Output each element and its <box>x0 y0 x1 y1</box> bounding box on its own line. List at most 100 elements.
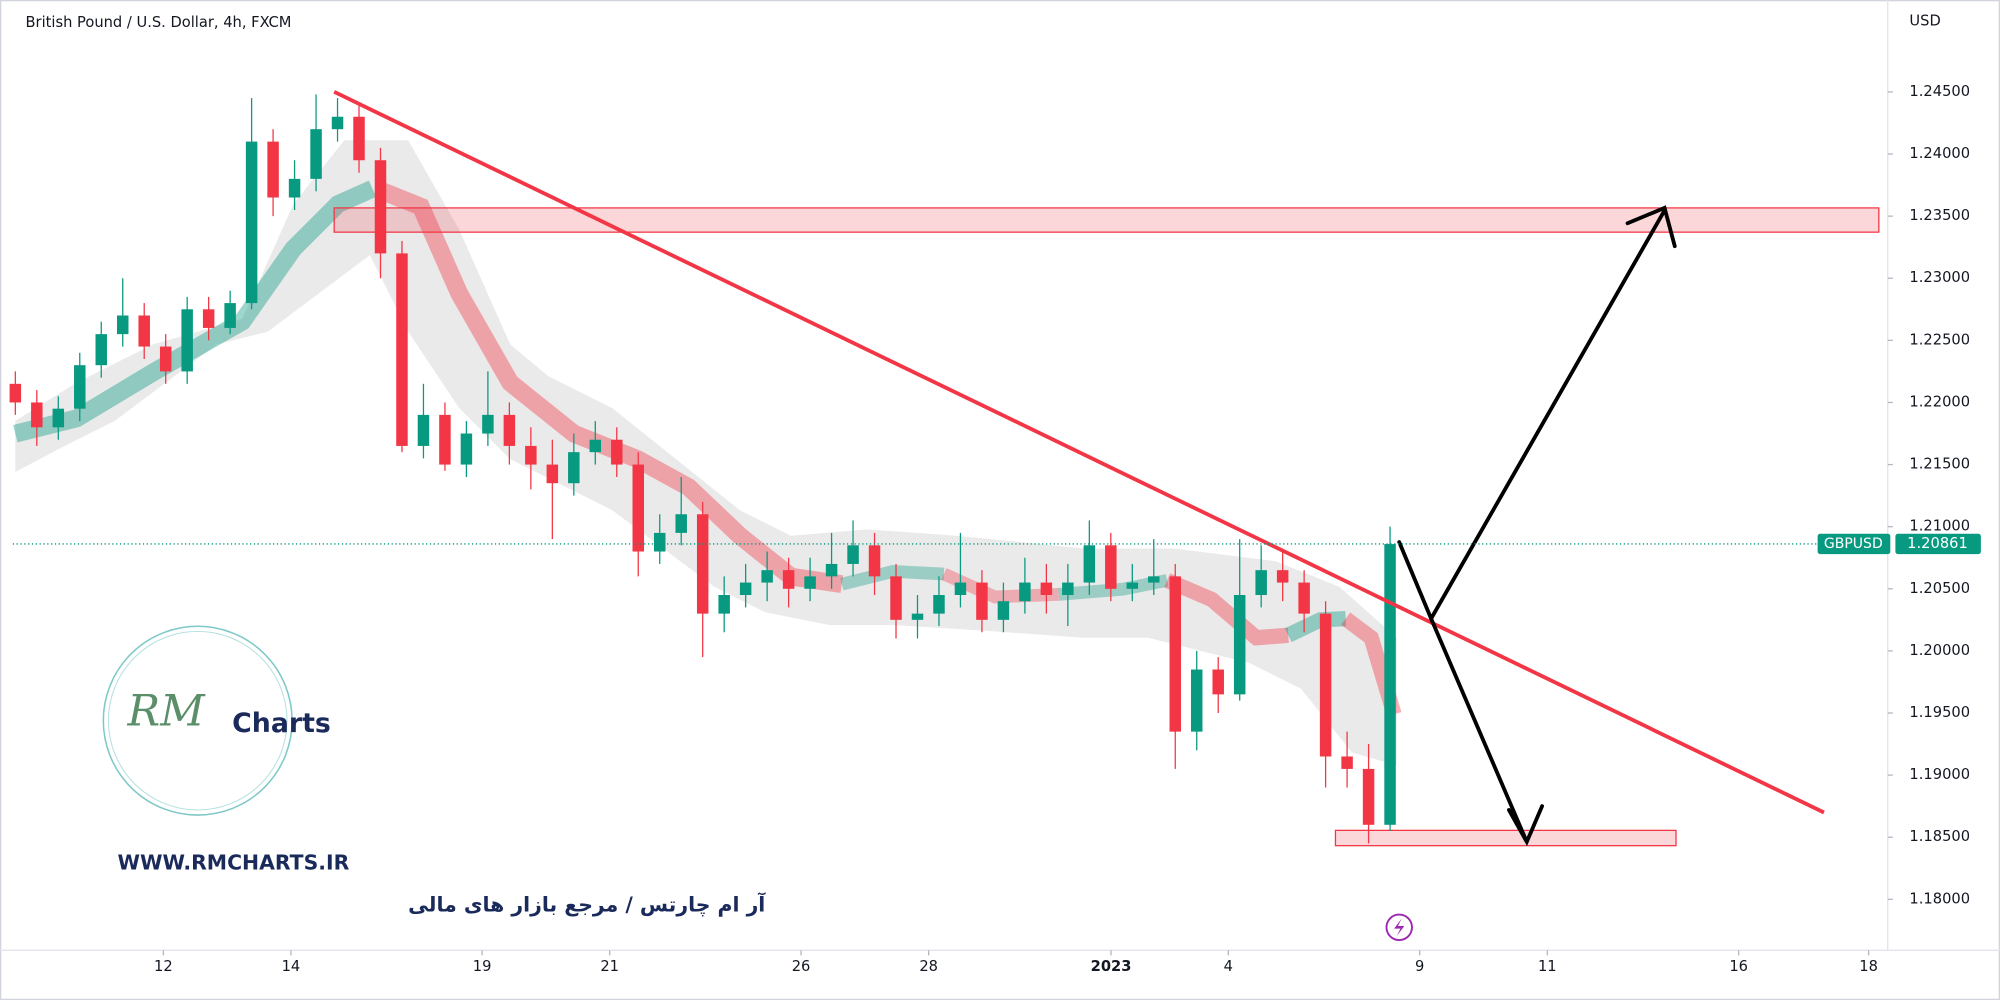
candle-body <box>74 365 86 409</box>
x-tick-label: 28 <box>919 958 938 975</box>
y-tick-label: 1.21000 <box>1909 518 1970 535</box>
candle-body <box>718 594 730 614</box>
price-label: 1.20861 <box>1907 535 1968 552</box>
y-tick-label: 1.19500 <box>1909 704 1970 721</box>
candle-body <box>1341 756 1353 769</box>
y-tick-label: 1.20500 <box>1909 580 1970 597</box>
candle-body <box>1148 576 1160 583</box>
y-tick-label: 1.19000 <box>1909 766 1970 783</box>
candle-body <box>482 414 494 434</box>
candle-body <box>611 439 623 465</box>
envelope-band <box>15 140 1397 766</box>
candle-body <box>954 582 967 595</box>
candle-body <box>911 613 924 620</box>
candle-body <box>997 601 1010 620</box>
price-badge <box>1895 533 1981 555</box>
candle-body <box>503 414 516 446</box>
y-tick-label: 1.18500 <box>1909 828 1970 845</box>
candle-body <box>739 582 752 595</box>
candle-body <box>95 334 107 366</box>
candle-body <box>1190 669 1203 732</box>
candle-body <box>439 414 451 465</box>
arrow-down <box>1429 616 1545 847</box>
x-tick-label: 2023 <box>1091 958 1132 975</box>
y-tick-label: 1.23500 <box>1909 207 1970 224</box>
x-tick-label: 19 <box>473 958 492 975</box>
event-icon[interactable] <box>1385 913 1413 942</box>
candle-body <box>353 116 365 161</box>
x-tick-label: 21 <box>600 958 619 975</box>
ma-band-down <box>379 183 844 594</box>
candle-body <box>1040 582 1053 595</box>
candle-body <box>202 309 215 328</box>
candle-body <box>288 178 301 198</box>
ma-band-up <box>1058 574 1169 601</box>
ma-band-up <box>840 565 945 591</box>
candle-body <box>396 253 408 446</box>
y-tick-label: 1.21500 <box>1909 456 1970 473</box>
candle-body <box>267 141 279 198</box>
y-tick-label: 1.24000 <box>1909 145 1970 162</box>
logo-ring <box>102 625 293 816</box>
candle-body <box>1276 570 1289 583</box>
candle-body <box>460 433 473 465</box>
candle-body <box>675 514 687 533</box>
candle-body <box>1233 594 1246 695</box>
x-tick-label: 12 <box>154 958 173 975</box>
candle-body <box>1105 545 1117 589</box>
candle-body <box>1212 669 1224 695</box>
resistance-zone <box>333 207 1880 233</box>
y-tick-label: 1.20000 <box>1909 642 1970 659</box>
candle-body <box>331 116 344 130</box>
candle-body <box>782 570 795 589</box>
candle-body <box>374 160 387 254</box>
candle-body <box>568 452 580 484</box>
tagline: آر ام چارتس / مرجع بازار های مالی <box>408 892 766 917</box>
candle-body <box>310 129 322 179</box>
candle-body <box>696 514 709 614</box>
candle-body <box>245 141 258 304</box>
candle-body <box>1384 544 1396 825</box>
candle-body <box>417 414 430 446</box>
candle-body <box>1019 582 1031 602</box>
event-icon-bolt <box>1394 918 1405 937</box>
y-tick-label: 1.22000 <box>1909 393 1970 410</box>
candle-body <box>9 383 22 403</box>
candle-body <box>1362 768 1375 825</box>
candle-body <box>933 594 945 614</box>
symbol-label: GBPUSD <box>1824 536 1883 552</box>
x-tick-label: 4 <box>1224 958 1233 975</box>
candle-body <box>138 315 150 347</box>
watermark: RM Charts WWW.RMCHARTS.IR آر ام چارتس / … <box>102 625 766 917</box>
logo-ring <box>107 630 288 811</box>
candle-body <box>1319 613 1332 757</box>
x-tick-label: 14 <box>282 958 301 975</box>
logo-mark: RM <box>127 686 207 736</box>
symbol-badge <box>1817 533 1891 555</box>
trendline <box>333 90 1825 815</box>
chart-title: British Pound / U.S. Dollar, 4h, FXCM <box>26 14 292 31</box>
x-tick-label: 18 <box>1859 958 1878 975</box>
candle-body <box>1169 576 1181 732</box>
candle-body <box>181 309 193 372</box>
arrows <box>1397 205 1677 847</box>
candle-body <box>31 402 43 428</box>
candle-body <box>804 576 816 589</box>
candle-body <box>825 563 838 577</box>
candle-body <box>1083 545 1096 583</box>
candle-body <box>1255 570 1267 595</box>
x-tick-label: 26 <box>792 958 811 975</box>
candle-body <box>546 464 559 484</box>
x-tick-label: 16 <box>1729 958 1748 975</box>
currency-label: USD <box>1909 13 1940 30</box>
candle-body <box>589 439 602 453</box>
candle-body <box>868 545 881 577</box>
candle-body <box>224 303 236 328</box>
y-tick-label: 1.18000 <box>1909 890 1970 907</box>
candle-body <box>525 445 537 465</box>
y-tick-label: 1.23000 <box>1909 269 1970 286</box>
y-tick-label: 1.22500 <box>1909 331 1970 348</box>
candle-body <box>116 315 129 335</box>
